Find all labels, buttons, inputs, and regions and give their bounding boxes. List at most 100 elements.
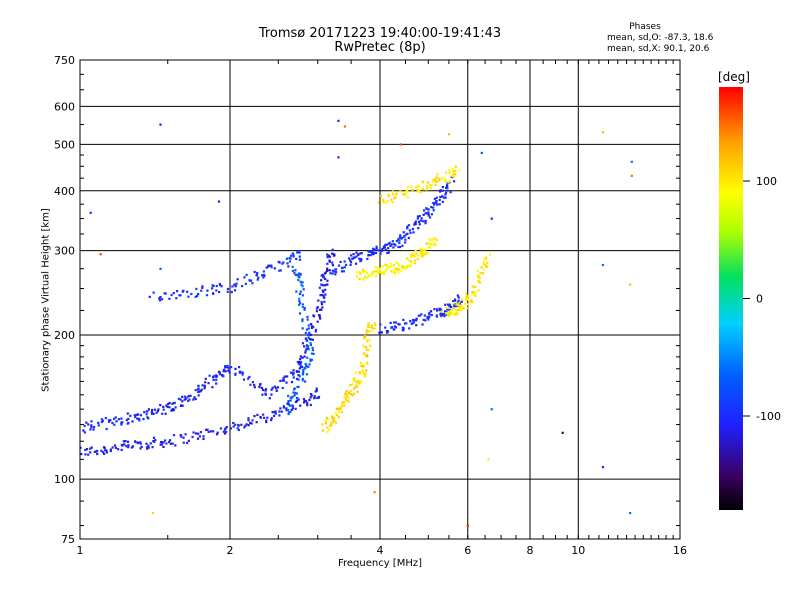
data-point bbox=[297, 398, 300, 401]
data-point bbox=[390, 265, 393, 268]
data-point bbox=[344, 263, 348, 267]
data-point bbox=[320, 279, 323, 282]
data-point bbox=[451, 170, 455, 173]
data-point bbox=[320, 301, 323, 304]
data-point bbox=[347, 396, 350, 399]
data-point bbox=[120, 417, 123, 420]
data-point bbox=[334, 273, 337, 276]
data-point bbox=[417, 226, 420, 230]
data-point bbox=[441, 189, 444, 192]
data-point bbox=[393, 243, 396, 246]
data-point bbox=[152, 412, 155, 415]
data-point bbox=[287, 265, 290, 268]
data-point bbox=[455, 303, 458, 306]
data-point bbox=[181, 290, 184, 293]
data-point bbox=[303, 380, 307, 383]
data-point bbox=[96, 453, 99, 456]
data-point bbox=[443, 314, 446, 318]
data-point bbox=[358, 272, 361, 275]
data-point bbox=[452, 180, 456, 183]
data-point bbox=[372, 253, 375, 256]
data-point bbox=[219, 283, 222, 287]
data-point bbox=[290, 380, 294, 384]
data-point bbox=[298, 360, 301, 364]
data-point bbox=[395, 240, 399, 243]
data-point bbox=[415, 252, 418, 255]
data-point bbox=[401, 244, 404, 247]
data-point bbox=[318, 286, 321, 289]
data-point bbox=[264, 389, 267, 392]
data-point bbox=[457, 305, 461, 308]
data-point bbox=[289, 399, 292, 402]
data-point bbox=[130, 446, 133, 449]
data-point bbox=[385, 264, 388, 267]
data-point bbox=[113, 417, 116, 420]
data-point bbox=[217, 290, 221, 294]
data-point bbox=[445, 171, 448, 174]
data-point bbox=[446, 306, 449, 310]
data-point bbox=[409, 255, 413, 259]
data-point bbox=[90, 424, 93, 427]
data-point bbox=[316, 320, 319, 323]
data-point bbox=[393, 325, 397, 328]
data-point bbox=[439, 189, 442, 192]
data-point bbox=[454, 169, 457, 172]
data-point bbox=[194, 295, 197, 298]
data-point bbox=[279, 379, 282, 383]
data-point bbox=[300, 366, 303, 369]
data-point bbox=[400, 269, 403, 273]
data-point bbox=[126, 412, 129, 415]
data-point bbox=[309, 342, 312, 345]
data-point bbox=[331, 416, 334, 419]
data-point bbox=[362, 373, 366, 376]
data-point bbox=[452, 307, 455, 310]
data-point bbox=[138, 419, 141, 422]
data-point bbox=[464, 298, 467, 301]
data-point bbox=[427, 241, 430, 245]
data-point bbox=[320, 303, 324, 306]
data-point bbox=[358, 372, 362, 375]
data-point bbox=[285, 257, 289, 260]
data-point bbox=[434, 243, 437, 247]
y-axis-ticks: 75 100 200 300 400 500 600 750 bbox=[54, 54, 680, 546]
isolated-point bbox=[343, 125, 347, 128]
data-point bbox=[111, 446, 114, 449]
data-point bbox=[322, 295, 325, 298]
data-point bbox=[419, 251, 423, 254]
data-point bbox=[208, 374, 211, 377]
data-point bbox=[158, 297, 161, 300]
data-point bbox=[323, 284, 326, 287]
data-point bbox=[389, 244, 392, 247]
data-point bbox=[181, 395, 184, 398]
data-point bbox=[292, 371, 295, 375]
data-point bbox=[337, 416, 341, 419]
data-point bbox=[424, 212, 427, 215]
data-point bbox=[305, 373, 309, 376]
data-point bbox=[226, 365, 229, 369]
data-point bbox=[405, 267, 408, 270]
data-point bbox=[191, 435, 194, 439]
data-point bbox=[222, 370, 225, 373]
data-point bbox=[458, 169, 461, 172]
data-point bbox=[459, 307, 462, 310]
data-point bbox=[296, 251, 299, 254]
data-point bbox=[301, 377, 304, 381]
data-point bbox=[457, 299, 460, 302]
data-point bbox=[245, 423, 248, 426]
data-point bbox=[159, 443, 162, 446]
data-point bbox=[369, 344, 372, 347]
data-point bbox=[162, 441, 165, 444]
data-point bbox=[304, 351, 307, 354]
data-point bbox=[294, 273, 297, 276]
data-point bbox=[306, 404, 309, 407]
data-point bbox=[139, 442, 142, 445]
isolated-point bbox=[151, 511, 155, 515]
data-point bbox=[251, 380, 255, 384]
data-point bbox=[450, 312, 453, 316]
data-point bbox=[387, 194, 390, 197]
data-point bbox=[342, 402, 345, 405]
data-point bbox=[161, 298, 164, 301]
data-point bbox=[479, 272, 482, 275]
data-point bbox=[413, 262, 416, 265]
data-point bbox=[374, 266, 377, 269]
